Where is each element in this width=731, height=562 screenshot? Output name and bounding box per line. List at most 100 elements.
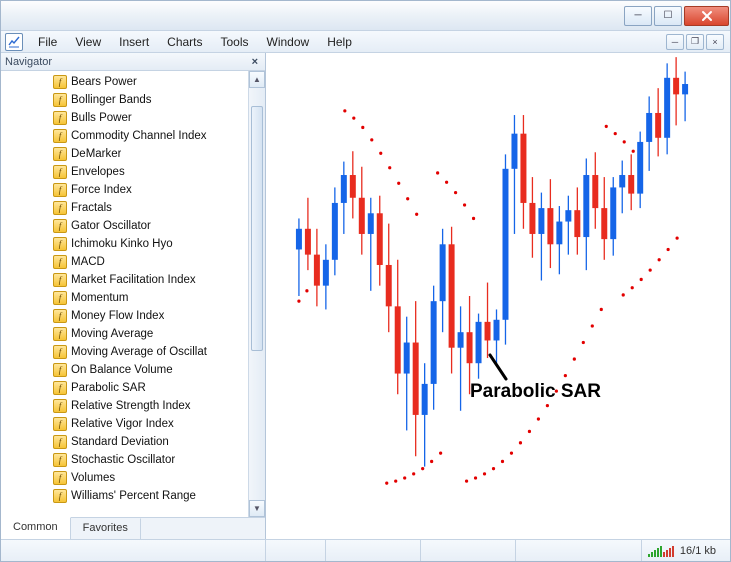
indicator-label: Parabolic SAR xyxy=(71,379,146,397)
indicator-label: DeMarker xyxy=(71,145,121,163)
indicator-item[interactable]: f Relative Strength Index xyxy=(5,397,248,415)
indicator-item[interactable]: fRelative Vigor Index xyxy=(5,415,248,433)
navigator-header: Navigator × xyxy=(1,53,265,71)
menubar: FileViewInsertChartsToolsWindowHelp ─ ❐ … xyxy=(1,31,730,53)
menu-tools[interactable]: Tools xyxy=(212,33,258,51)
indicator-item[interactable]: f Bulls Power xyxy=(5,109,248,127)
indicator-icon: f xyxy=(53,291,67,305)
indicator-label: Moving Average of Oscillat xyxy=(71,343,207,361)
indicator-icon: f xyxy=(53,201,67,215)
status-segment xyxy=(326,540,421,561)
indicator-item[interactable]: f Envelopes xyxy=(5,163,248,181)
indicator-icon: f xyxy=(53,327,67,341)
indicator-label: Commodity Channel Index xyxy=(71,127,207,145)
indicator-icon: f xyxy=(53,471,67,485)
indicator-label: Money Flow Index xyxy=(71,307,164,325)
indicator-icon: f xyxy=(53,435,67,449)
mdi-close-button[interactable]: × xyxy=(706,34,724,50)
indicator-item[interactable]: f Moving Average xyxy=(5,325,248,343)
indicator-label: Relative Strength Index xyxy=(71,397,191,415)
indicator-item[interactable]: fOn Balance Volume xyxy=(5,361,248,379)
indicator-label: Momentum xyxy=(71,289,129,307)
indicator-icon: f xyxy=(53,363,67,377)
menu-charts[interactable]: Charts xyxy=(158,33,211,51)
indicator-icon: f xyxy=(53,255,67,269)
tab-favorites[interactable]: Favorites xyxy=(71,518,141,539)
status-segment xyxy=(266,540,326,561)
tab-common[interactable]: Common xyxy=(1,517,71,539)
indicator-item[interactable]: f Bollinger Bands xyxy=(5,91,248,109)
indicator-label: MACD xyxy=(71,253,105,271)
app-icon xyxy=(5,33,23,51)
mdi-restore-button[interactable]: ❐ xyxy=(686,34,704,50)
indicator-icon: f xyxy=(53,309,67,323)
indicator-item[interactable]: f Force Index xyxy=(5,181,248,199)
connection-label: 16/1 kb xyxy=(680,545,716,557)
indicator-item[interactable]: fBears Power xyxy=(5,73,248,91)
menu-help[interactable]: Help xyxy=(318,33,361,51)
window-minimize-button[interactable]: ─ xyxy=(624,6,652,26)
indicator-label: Envelopes xyxy=(71,163,125,181)
menu-view[interactable]: View xyxy=(66,33,110,51)
indicator-label: Bulls Power xyxy=(71,109,132,127)
indicator-icon: f xyxy=(53,399,67,413)
indicator-icon: f xyxy=(53,129,67,143)
indicator-item[interactable]: f Fractals xyxy=(5,199,248,217)
indicator-icon: f xyxy=(53,111,67,125)
indicator-icon: f xyxy=(53,381,67,395)
window-close-button[interactable] xyxy=(684,6,729,26)
navigator-tabs: Common Favorites xyxy=(1,517,265,539)
indicator-item[interactable]: fWilliams' Percent Range xyxy=(5,487,248,505)
indicator-item[interactable]: fIchimoku Kinko Hyo xyxy=(5,235,248,253)
status-segment xyxy=(421,540,516,561)
indicator-label: Bears Power xyxy=(71,73,137,91)
indicator-item[interactable]: f DeMarker xyxy=(5,145,248,163)
navigator-tree[interactable]: fBears PowerfBollinger BandsfBulls Power… xyxy=(1,71,248,517)
indicator-label: Ichimoku Kinko Hyo xyxy=(71,235,173,253)
indicator-icon: f xyxy=(53,345,67,359)
indicator-item[interactable]: fVolumes xyxy=(5,469,248,487)
indicator-icon: f xyxy=(53,93,67,107)
status-segment xyxy=(1,540,266,561)
indicator-label: Bollinger Bands xyxy=(71,91,152,109)
indicator-icon: f xyxy=(53,273,67,287)
menu-window[interactable]: Window xyxy=(258,33,319,51)
scroll-thumb[interactable] xyxy=(251,106,263,351)
indicator-label: Moving Average xyxy=(71,325,153,343)
indicator-icon: f xyxy=(53,183,67,197)
indicator-label: Force Index xyxy=(71,181,132,199)
workspace: Navigator × fBears PowerfBollinger Bands… xyxy=(1,53,730,539)
indicator-item[interactable]: fStochastic Oscillator xyxy=(5,451,248,469)
indicator-item[interactable]: f Momentum xyxy=(5,289,248,307)
indicator-item[interactable]: f Moving Average of Oscillat xyxy=(5,343,248,361)
indicator-icon: f xyxy=(53,165,67,179)
menu-file[interactable]: File xyxy=(29,33,66,51)
scroll-down-button[interactable]: ▼ xyxy=(249,500,265,517)
window-maximize-button[interactable]: ☐ xyxy=(654,6,682,26)
navigator-scrollbar[interactable]: ▲ ▼ xyxy=(248,71,265,517)
indicator-item[interactable]: f Commodity Channel Index xyxy=(5,127,248,145)
statusbar: 16/1 kb xyxy=(1,539,730,561)
mdi-controls: ─ ❐ × xyxy=(666,34,726,50)
app-window: ─ ☐ FileViewInsertChartsToolsWindowHelp … xyxy=(0,0,731,562)
indicator-label: Gator Oscillator xyxy=(71,217,151,235)
indicator-item[interactable]: f MACD xyxy=(5,253,248,271)
indicator-item[interactable]: fMarket Facilitation Index xyxy=(5,271,248,289)
navigator-close-button[interactable]: × xyxy=(249,56,261,68)
indicator-item[interactable]: f Money Flow Index xyxy=(5,307,248,325)
annotation-label: Parabolic SAR xyxy=(470,381,601,403)
indicator-icon: f xyxy=(53,489,67,503)
status-segment xyxy=(516,540,642,561)
indicator-label: Fractals xyxy=(71,199,112,217)
indicator-icon: f xyxy=(53,147,67,161)
navigator-title: Navigator xyxy=(5,56,52,68)
indicator-item[interactable]: fGator Oscillator xyxy=(5,217,248,235)
indicator-item[interactable]: fStandard Deviation xyxy=(5,433,248,451)
indicator-icon: f xyxy=(53,417,67,431)
scroll-up-button[interactable]: ▲ xyxy=(249,71,265,88)
mdi-minimize-button[interactable]: ─ xyxy=(666,34,684,50)
chart-area[interactable]: Parabolic SAR xyxy=(266,53,730,539)
chart-canvas[interactable]: Parabolic SAR xyxy=(266,53,730,539)
menu-insert[interactable]: Insert xyxy=(110,33,158,51)
indicator-item[interactable]: f Parabolic SAR xyxy=(5,379,248,397)
